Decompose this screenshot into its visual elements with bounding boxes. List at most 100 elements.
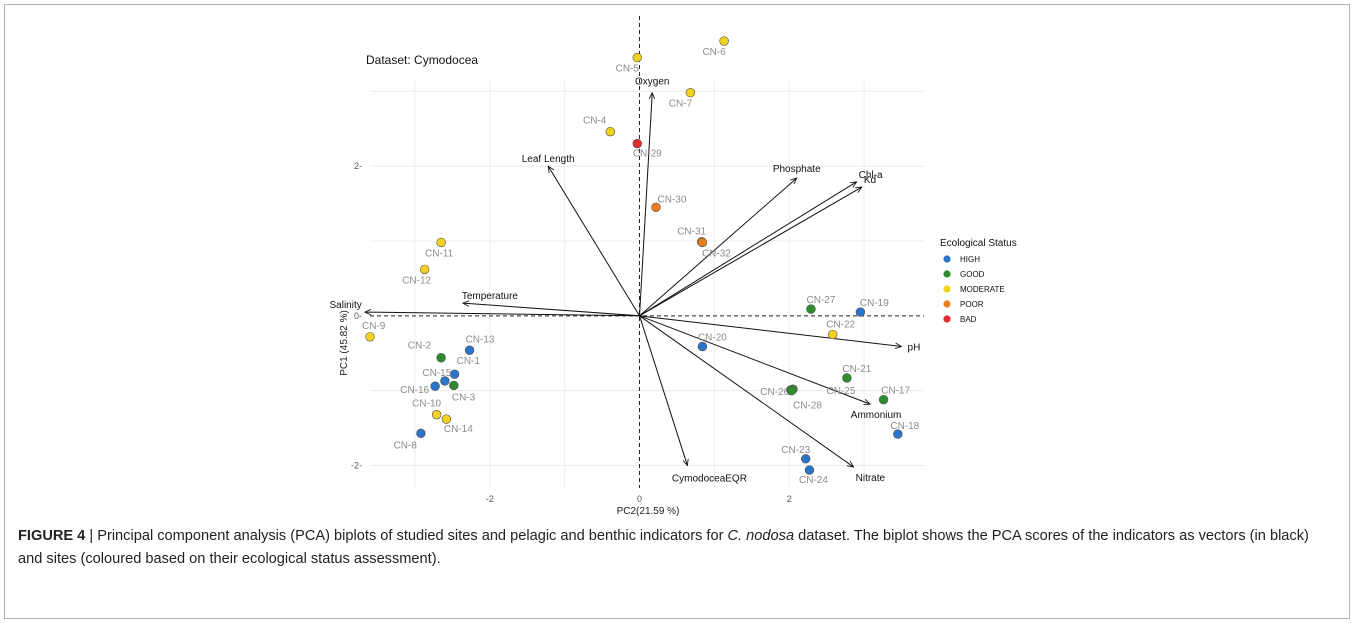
site-point-cn-9 — [365, 332, 375, 342]
vector-label-nitrate: Nitrate — [856, 473, 886, 484]
site-label-cn-24: CN-24 — [799, 475, 828, 486]
site-label-cn-18: CN-18 — [890, 421, 919, 432]
site-label-cn-23: CN-23 — [781, 445, 810, 456]
site-point-cn-4 — [605, 126, 616, 137]
site-label-cn-9: CN-9 — [362, 321, 386, 332]
site-label-cn-15: CN-15 — [422, 368, 451, 379]
vector-label-ph: pH — [908, 343, 921, 354]
vector-salinity — [365, 312, 640, 317]
site-label-cn-32: CN-32 — [702, 248, 731, 259]
caption-text-post: dataset. The biplot shows the PCA scores… — [18, 528, 1309, 567]
site-label-cn-17: CN-17 — [881, 386, 910, 397]
legend: Ecological Status HIGH GOOD MODERATE POOR BA… — [940, 238, 1017, 324]
site-point-cn-3 — [449, 380, 459, 391]
legend-label-moderate: MODERATE — [960, 285, 1005, 294]
vector-phosphate — [639, 178, 797, 317]
site-label-cn-22: CN-22 — [826, 320, 855, 331]
site-point-cn-6 — [719, 36, 729, 46]
vector-ammonium — [639, 315, 871, 404]
x-tick-label: -2 — [486, 494, 494, 504]
site-point-cn-27 — [806, 304, 816, 314]
site-point-cn-24 — [804, 465, 815, 475]
site-point-cn-7 — [685, 88, 696, 98]
legend-label-good: GOOD — [960, 270, 985, 279]
site-label-cn-6: CN-6 — [702, 47, 726, 58]
legend-label-high: HIGH — [960, 255, 980, 264]
figure-frame — [4, 4, 1350, 619]
site-label-cn-19: CN-19 — [860, 298, 889, 309]
site-point-cn-5 — [632, 52, 642, 63]
vector-chl-a — [639, 182, 857, 317]
site-label-cn-16: CN-16 — [400, 385, 429, 396]
x-axis-label: PC2(21.59 %) — [617, 506, 680, 517]
site-point-cn-2 — [436, 353, 446, 363]
grid — [370, 80, 924, 488]
legend-label-poor: POOR — [960, 300, 984, 309]
figure-label: FIGURE 4 — [18, 528, 86, 544]
site-point-cn-16 — [430, 381, 440, 391]
site-label-cn-10: CN-10 — [412, 399, 441, 410]
caption-text-pre: Principal component analysis (PCA) biplo… — [97, 528, 728, 544]
indicator-vectors: Oxygen Leaf Length Phosphate Chl-aKd Salinit… — [330, 77, 921, 485]
site-points: CN-1 CN-2 CN-3 CN-4 CN-5 CN-6 CN-7 CN-8 CN-9 CN-1… — [362, 36, 920, 486]
site-point-cn-10 — [431, 409, 442, 420]
vector-label-salinity: Salinity — [330, 300, 362, 311]
legend-swatch-moderate — [943, 285, 951, 293]
site-label-cn-20: CN-20 — [698, 333, 727, 344]
site-label-cn-8: CN-8 — [394, 440, 418, 451]
site-label-cn-7: CN-7 — [669, 99, 693, 110]
site-label-cn-25: CN-25 — [827, 386, 856, 397]
y-axis-label: PC1 (45.82 %) — [339, 310, 350, 376]
site-point-cn-21 — [842, 373, 852, 383]
site-label-cn-28: CN-28 — [793, 401, 822, 412]
site-label-cn-14: CN-14 — [444, 424, 473, 435]
site-point-cn-12 — [419, 264, 430, 275]
axis-ticks: -2 0 2 -2- 0- 2- — [351, 161, 792, 504]
vector-label-ammonium: Ammonium — [851, 410, 902, 421]
site-label-cn-5: CN-5 — [616, 64, 640, 75]
site-point-cn-13 — [464, 345, 475, 355]
vector-leaf-length — [548, 166, 640, 317]
vector-label-temperature: Temperature — [462, 291, 519, 302]
site-label-cn-2: CN-2 — [408, 341, 432, 352]
y-tick-label: 2- — [354, 161, 362, 171]
site-label-cn-29: CN-29 — [633, 149, 662, 160]
vector-label-phosphate: Phosphate — [773, 164, 821, 175]
legend-swatch-bad — [943, 315, 951, 323]
site-point-cn-28 — [786, 385, 797, 396]
site-point-cn-20 — [697, 341, 708, 352]
site-point-cn-29 — [632, 138, 642, 149]
vector-label-cymodoceaeqr: CymodoceaEQR — [672, 474, 747, 485]
site-label-cn-27: CN-27 — [807, 295, 836, 306]
site-label-cn-12: CN-12 — [402, 275, 431, 286]
vector-label-kd: Kd — [864, 175, 876, 186]
site-point-cn-30 — [651, 202, 661, 212]
site-label-cn-31: CN-31 — [677, 227, 706, 238]
site-label-cn-3: CN-3 — [452, 392, 476, 403]
vector-temperature — [463, 303, 640, 317]
vector-label-oxygen: Oxygen — [635, 77, 669, 88]
x-tick-label: 2 — [787, 494, 792, 504]
site-point-cn-1 — [449, 369, 460, 379]
vector-label-leaf-length: Leaf Length — [522, 154, 575, 165]
site-label-cn-13: CN-13 — [466, 334, 495, 345]
site-point-cn-22 — [827, 329, 838, 340]
site-point-cn-23 — [801, 454, 811, 464]
legend-title: Ecological Status — [940, 238, 1017, 249]
site-point-cn-8 — [416, 428, 426, 439]
vector-label-chl-a: Chl-a — [859, 170, 883, 181]
site-point-cn-18 — [893, 429, 903, 439]
chart-title: Dataset: Cymodocea — [366, 53, 478, 67]
pca-biplot: Dataset: Cymodocea -2 0 2 -2- 0- 2- PC2(21.59… — [330, 16, 1017, 517]
site-label-cn-1: CN-1 — [457, 356, 481, 367]
site-label-cn-11: CN-11 — [425, 248, 454, 259]
site-point-cn-11 — [436, 237, 446, 248]
site-label-cn-4: CN-4 — [583, 116, 607, 127]
y-tick-label: -2- — [351, 461, 362, 471]
vector-kd — [639, 187, 862, 317]
legend-label-bad: BAD — [960, 315, 977, 324]
vector-nitrate — [639, 315, 854, 467]
figure-caption: FIGURE 4 | Principal component analysis … — [18, 525, 1333, 571]
vector-cymodoceaeqr — [639, 315, 688, 466]
x-tick-label: 0 — [637, 494, 642, 504]
